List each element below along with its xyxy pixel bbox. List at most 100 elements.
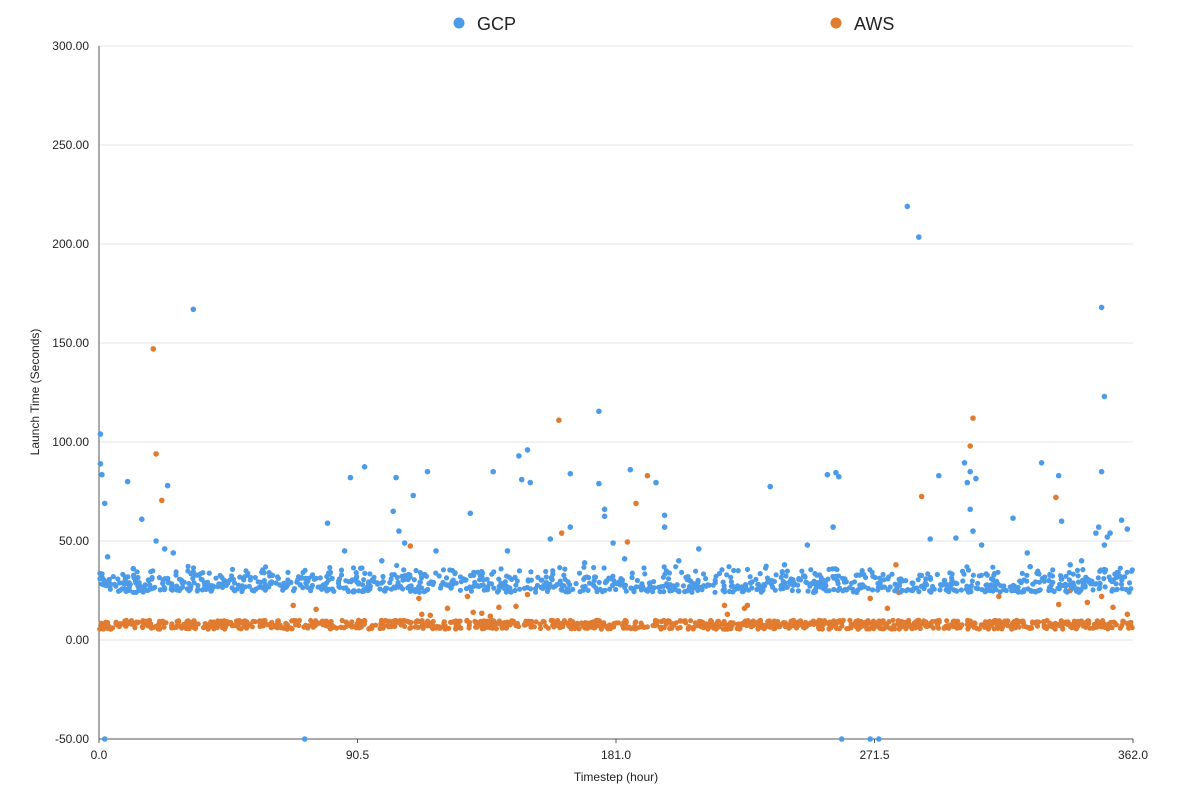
- data-point: [391, 572, 397, 578]
- data-point: [581, 564, 587, 570]
- data-point: [947, 622, 953, 628]
- data-point: [244, 623, 250, 629]
- data-point: [587, 623, 593, 629]
- data-point: [970, 572, 977, 578]
- data-point: [954, 625, 960, 631]
- data-point: [470, 609, 477, 616]
- data-point: [567, 470, 574, 477]
- data-point: [659, 624, 665, 631]
- data-point: [641, 624, 647, 631]
- data-point: [410, 492, 417, 499]
- data-point: [417, 579, 423, 586]
- data-point: [878, 584, 885, 591]
- data-point: [615, 620, 622, 626]
- data-point: [648, 584, 654, 590]
- data-point: [1074, 623, 1080, 629]
- data-point: [301, 624, 307, 630]
- data-point: [502, 579, 508, 585]
- data-point: [440, 567, 447, 573]
- data-point: [101, 736, 108, 742]
- data-point: [1010, 515, 1016, 521]
- data-point: [665, 576, 672, 582]
- data-point: [869, 569, 875, 575]
- data-point: [685, 574, 691, 580]
- data-point: [767, 483, 773, 490]
- data-point: [191, 618, 197, 624]
- data-point: [840, 617, 846, 624]
- data-point: [166, 580, 172, 586]
- data-point: [661, 564, 667, 570]
- data-point: [477, 622, 483, 628]
- data-point: [799, 622, 805, 628]
- data-point: [480, 582, 486, 588]
- data-point: [190, 575, 196, 582]
- data-point: [909, 580, 915, 586]
- data-point: [496, 576, 502, 582]
- data-point: [719, 621, 726, 627]
- data-point: [327, 565, 333, 571]
- data-point: [184, 625, 190, 632]
- data-point: [306, 623, 312, 629]
- data-point: [722, 626, 728, 632]
- data-point: [413, 567, 419, 574]
- data-point: [696, 546, 702, 552]
- data-point: [524, 591, 531, 598]
- data-point: [832, 566, 838, 572]
- data-point: [780, 578, 786, 585]
- data-point: [438, 582, 444, 588]
- data-point: [384, 585, 390, 592]
- data-point: [1041, 624, 1047, 630]
- data-point: [903, 621, 909, 627]
- data-point: [978, 542, 985, 548]
- data-point: [208, 583, 214, 589]
- data-point: [275, 618, 281, 624]
- data-point: [776, 624, 783, 630]
- data-point: [1034, 623, 1041, 629]
- data-point: [157, 626, 163, 632]
- data-point: [1066, 570, 1072, 576]
- data-point: [194, 588, 200, 594]
- x-tick-label: 90.5: [346, 748, 370, 762]
- data-point: [1124, 526, 1131, 532]
- data-point: [978, 572, 985, 578]
- data-point: [121, 581, 127, 587]
- data-point: [1092, 581, 1099, 587]
- data-point: [633, 500, 639, 507]
- data-point: [1109, 578, 1115, 585]
- data-point: [153, 451, 159, 457]
- data-point: [727, 621, 733, 627]
- data-point: [990, 564, 996, 570]
- data-point: [491, 569, 497, 575]
- data-point: [746, 587, 752, 593]
- data-point: [877, 575, 883, 581]
- data-point: [308, 585, 314, 591]
- data-point: [1084, 599, 1091, 606]
- data-point: [592, 624, 598, 631]
- data-point: [277, 623, 283, 629]
- data-point: [237, 574, 243, 580]
- data-point: [596, 579, 602, 586]
- data-point: [833, 469, 839, 476]
- data-point: [607, 586, 613, 592]
- data-point: [457, 574, 464, 580]
- data-point: [764, 579, 771, 585]
- data-point: [1001, 619, 1008, 625]
- data-point: [638, 587, 645, 593]
- data-point: [425, 622, 431, 628]
- data-point: [125, 574, 131, 580]
- data-point: [498, 566, 504, 572]
- series-gcp: [97, 203, 1135, 742]
- data-point: [1008, 625, 1015, 631]
- data-point: [1122, 574, 1128, 580]
- y-tick-label: 0.00: [66, 633, 90, 647]
- data-point: [399, 573, 405, 579]
- data-point: [1021, 623, 1027, 629]
- data-point: [965, 626, 971, 632]
- data-point: [1097, 585, 1103, 591]
- data-point: [380, 579, 386, 585]
- data-point: [935, 622, 941, 628]
- data-point: [134, 569, 140, 575]
- data-point: [135, 574, 141, 581]
- data-point: [343, 619, 349, 625]
- data-point: [744, 602, 751, 609]
